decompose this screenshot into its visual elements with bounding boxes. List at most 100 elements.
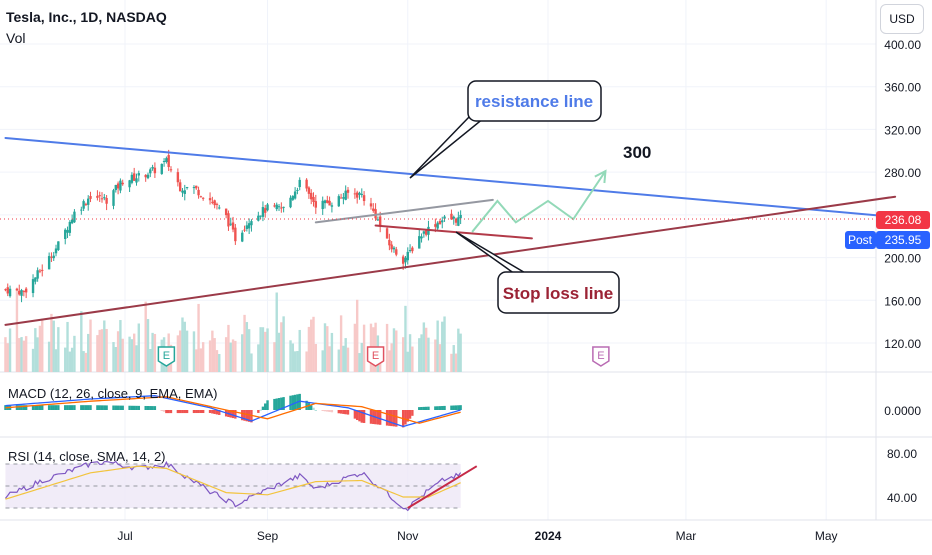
candle-body-135 (438, 221, 442, 225)
candle-body-50 (165, 158, 168, 163)
volume-bar-32 (105, 328, 108, 372)
candle-body-28 (96, 195, 99, 198)
time-tick-4: Mar (676, 529, 697, 543)
candle-body-29 (98, 195, 101, 197)
candle-body-69 (227, 213, 230, 227)
candle-body-126 (408, 250, 412, 252)
macd-hist-bar-43 (144, 405, 147, 410)
macd-hist-bar-9 (34, 405, 37, 410)
volume-bar-121 (392, 328, 396, 372)
volume-bar-23 (80, 311, 83, 372)
macd-hist-bar-50 (165, 410, 168, 414)
stoploss-callout[interactable]: Stop loss line (455, 231, 620, 314)
candle-body-1 (6, 287, 9, 294)
candle-body-136 (441, 220, 444, 223)
candle-body-115 (374, 209, 377, 219)
candle-body-61 (199, 196, 203, 198)
macd-hist-bar-25 (84, 405, 88, 410)
resistance-line (4, 136, 897, 218)
candle-body-45 (149, 169, 152, 174)
macd-hist-bar-75 (245, 410, 249, 422)
volume-bar-104 (339, 315, 343, 372)
macd-hist-bar-13 (47, 405, 51, 410)
volume-bar-86 (280, 322, 283, 372)
volume-bar-137 (443, 316, 446, 372)
volume-bar-119 (388, 350, 391, 372)
candle-body-74 (243, 229, 246, 231)
macd-hist-bar-19 (66, 405, 69, 410)
macd-hist-bar-72 (234, 410, 237, 419)
candle-body-46 (151, 166, 154, 169)
candle-body-91 (296, 189, 299, 191)
candle-body-25 (84, 203, 88, 205)
candle-body-6 (22, 291, 26, 293)
candle-body-106 (344, 190, 347, 200)
volume-bar-79 (259, 327, 262, 372)
candle-body-34 (114, 184, 118, 191)
candle-body-99 (323, 200, 327, 204)
macd-hist-bar-131 (424, 406, 428, 410)
macd-hist-bar-27 (89, 405, 92, 410)
volume-bar-83 (273, 342, 276, 372)
resistance-callout-box (467, 80, 602, 122)
candle-body-134 (436, 222, 439, 229)
candle-body-94 (307, 187, 311, 194)
candle-body-21 (70, 219, 74, 224)
volume-bar-12 (41, 318, 44, 372)
candle-body-15 (52, 255, 55, 259)
macd-hist-bar-96 (312, 407, 315, 410)
candle-body-139 (452, 216, 455, 219)
candle-body-76 (247, 223, 251, 229)
candle-body-20 (68, 221, 72, 233)
volume-bar-59 (195, 349, 198, 372)
volume-bar-41 (135, 345, 138, 372)
macd-hist-bar-24 (82, 405, 85, 410)
macd-hist-bar-35 (116, 405, 120, 410)
candle-body-7 (24, 288, 28, 293)
macd-hist-bar-76 (247, 410, 251, 422)
macd-hist-bar-14 (50, 405, 53, 410)
macd-hist-bar-34 (114, 405, 118, 410)
macd-hist-bar-128 (418, 407, 421, 410)
volume-bar-110 (358, 353, 361, 372)
macd-hist-bar-3 (15, 405, 19, 410)
candle-body-109 (355, 192, 359, 198)
candle-body-16 (54, 248, 58, 254)
candle-body-116 (376, 219, 380, 221)
macd-hist-bar-137 (443, 405, 446, 410)
macd-hist-bar-103 (337, 410, 340, 414)
volume-bar-118 (385, 323, 389, 372)
macd-hist-bar-135 (438, 406, 442, 410)
resistance-callout[interactable]: resistance line (409, 80, 602, 179)
volume-bar-27 (89, 319, 92, 372)
candle-body-0 (4, 289, 7, 291)
candle-body-114 (372, 208, 375, 211)
volume-bar-90 (293, 351, 297, 372)
macd-hist-bar-73 (241, 410, 244, 421)
volume-bar-9 (34, 328, 37, 372)
volume-bar-66 (215, 350, 219, 372)
rsi-ma-line (5, 465, 461, 500)
volume-bar-78 (257, 344, 260, 372)
candlestick-series (4, 149, 462, 303)
volume-bar-139 (452, 345, 455, 372)
candle-body-44 (146, 174, 150, 179)
currency-button[interactable]: USD (880, 4, 924, 34)
macd-hist-bar-139 (452, 405, 455, 410)
volume-bar-15 (52, 320, 55, 372)
drawing-lines[interactable] (0, 136, 897, 326)
candle-body-26 (87, 198, 90, 205)
candle-body-64 (211, 201, 214, 203)
last-price-badge: 236.08 (876, 211, 930, 229)
macd-hist-bar-109 (355, 410, 359, 421)
price-tick-7: 120.00 (884, 337, 921, 351)
candle-body-77 (250, 221, 253, 226)
macd-hist-bar-47 (153, 406, 157, 410)
volume-bar-112 (362, 324, 366, 372)
volume-bar-98 (321, 350, 324, 372)
volume-bar-85 (277, 332, 281, 372)
signal-line (5, 396, 461, 424)
